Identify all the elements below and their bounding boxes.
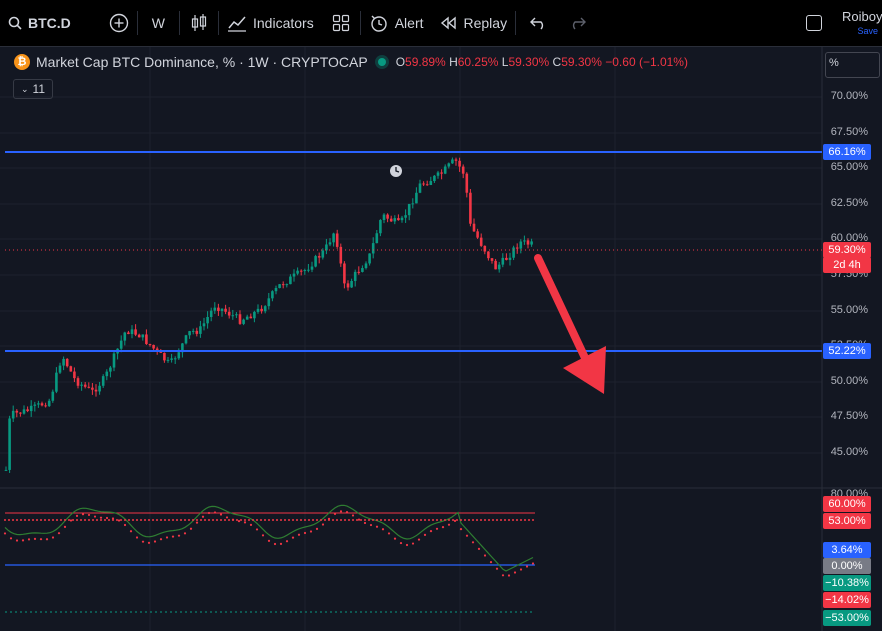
toolbar-divider: [359, 11, 361, 35]
interval-label: W: [151, 15, 165, 31]
scale-unit-button[interactable]: %: [825, 52, 880, 78]
price-axis-label: 70.00%: [830, 90, 868, 102]
price-axis-label: 45.00%: [830, 446, 868, 458]
redo-button[interactable]: [562, 0, 592, 46]
oscillator-value-tag: −53.00%: [823, 610, 871, 626]
user-menu[interactable]: Roiboy Save: [842, 10, 882, 38]
down-arrow-annotation[interactable]: [534, 254, 606, 394]
grid-icon: [332, 14, 350, 32]
search-icon: [8, 16, 22, 30]
user-name: Roiboy: [842, 9, 882, 24]
open-value: 59.89%: [405, 55, 446, 69]
oscillator-value-tag: 53.00%: [823, 513, 871, 529]
alarm-clock-icon: [369, 13, 389, 33]
price-axis-label: 67.50%: [830, 126, 868, 138]
oscillator-value-tag: −10.38%: [823, 575, 871, 591]
price-axis-label: 47.50%: [830, 410, 868, 422]
compare-button[interactable]: [101, 0, 137, 46]
price-axis-label: 50.00%: [830, 375, 868, 387]
indicators-button[interactable]: Indicators: [219, 0, 322, 46]
chevron-down-icon: ⌄: [20, 83, 29, 94]
toolbar-divider: [179, 11, 180, 35]
chart-canvas[interactable]: [0, 47, 882, 631]
ohlc-values: O59.89% H60.25% L59.30% C59.30% −0.60 (−…: [396, 55, 688, 69]
oscillator-value-tag: −14.02%: [823, 592, 871, 608]
toolbar-divider: [515, 11, 517, 35]
toolbar-divider: [218, 11, 219, 35]
redo-icon: [568, 16, 587, 30]
high-value: 60.25%: [457, 55, 499, 69]
plus-circle-icon: [109, 13, 129, 33]
close-value: 59.30%: [561, 55, 602, 69]
lower-line-price-tag: 52.22%: [823, 343, 871, 359]
bitcoin-icon: ₿: [14, 54, 30, 70]
price-axis-label: 65.00%: [830, 161, 868, 173]
indicators-label: Indicators: [253, 15, 314, 31]
indicators-icon: [227, 14, 247, 32]
alert-label: Alert: [394, 15, 424, 31]
top-toolbar: BTC.D W Indicators Alert Rep: [0, 0, 882, 47]
templates-button[interactable]: [322, 0, 360, 46]
oscillator-value-tag: 60.00%: [823, 496, 871, 512]
low-label: L: [501, 55, 509, 69]
upper-line-price-tag: 66.16%: [823, 144, 871, 160]
interval-button[interactable]: W: [138, 0, 179, 46]
symbol-search-button[interactable]: BTC.D: [0, 0, 79, 46]
replay-button[interactable]: Replay: [432, 0, 516, 46]
candlestick-series: [4, 157, 533, 473]
price-axis-label: 55.00%: [830, 304, 868, 316]
toolbar-divider: [136, 11, 138, 35]
price-axis-label: 60.00%: [830, 232, 868, 244]
indicator-count: 11: [32, 82, 45, 96]
candles-icon: [190, 13, 208, 33]
chart-type-button[interactable]: [180, 0, 218, 46]
low-value: 59.30%: [508, 55, 550, 69]
oscillator-value-tag: 0.00%: [823, 558, 871, 574]
alert-button[interactable]: Alert: [361, 0, 432, 46]
close-label: C: [552, 55, 562, 69]
undo-button[interactable]: [516, 0, 562, 46]
series-legend[interactable]: ₿ Market Cap BTC Dominance, % · 1W · CRY…: [14, 54, 688, 70]
grid-lines: [0, 47, 822, 631]
oscillator-series: [3, 504, 535, 577]
last-price-tag: 59.30%: [823, 242, 871, 258]
oscillator-value-tag: 3.64%: [823, 542, 871, 558]
indicators-collapse-button[interactable]: ⌄ 11: [13, 79, 53, 99]
open-label: O: [395, 55, 406, 69]
high-label: H: [449, 55, 458, 69]
layout-icon[interactable]: [806, 15, 822, 31]
price-axis-label: 62.50%: [830, 197, 868, 209]
rewind-icon: [440, 16, 458, 30]
save-button[interactable]: Save: [857, 26, 878, 36]
alert-clock-icon[interactable]: [390, 165, 402, 177]
undo-icon: [530, 16, 548, 30]
change-value: −0.60 (−1.01%): [605, 55, 688, 69]
symbol-label: BTC.D: [28, 15, 71, 31]
series-title: Market Cap BTC Dominance, % · 1W · CRYPT…: [36, 54, 368, 70]
market-status-icon: [377, 58, 386, 66]
replay-label: Replay: [463, 15, 508, 31]
countdown-tag: 2d 4h: [823, 257, 871, 273]
